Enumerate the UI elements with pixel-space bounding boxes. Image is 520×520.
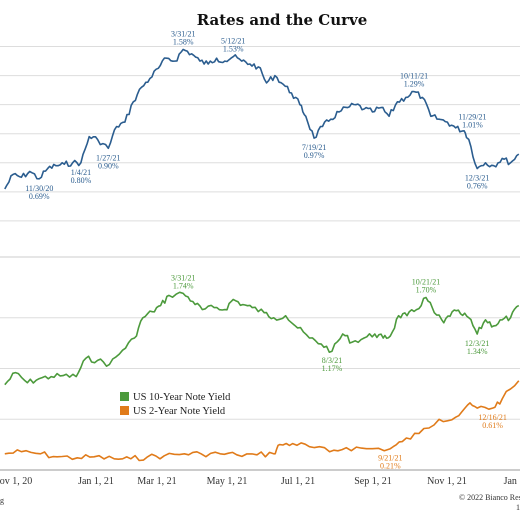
top-annotation-date: 11/29/21 xyxy=(458,112,486,121)
top-annotation-date: 7/19/21 xyxy=(302,143,326,152)
x-tick-label: Mar 1, 21 xyxy=(137,476,176,487)
top-annotation-date: 3/31/21 xyxy=(171,29,195,38)
top-annotation-date: 1/4/21 xyxy=(71,168,91,177)
ten-year-series-line xyxy=(4,291,520,386)
x-tick-label: Jul 1, 21 xyxy=(281,476,315,487)
top-annotation-value: 1.01% xyxy=(462,120,483,129)
two-year-annotation-date: 12/16/21 xyxy=(478,413,506,422)
ten-year-annotation-value: 1.70% xyxy=(416,285,437,294)
chart-title: Rates and the Curve xyxy=(197,11,368,29)
grid-lines xyxy=(0,46,520,471)
legend-label-two-year: US 2-Year Note Yield xyxy=(133,406,226,417)
two-year-annotation-value: 0.21% xyxy=(380,462,401,471)
x-axis-ticks: ov 1, 20 Jan 1, 21 Mar 1, 21 May 1, 21 Jul 1… xyxy=(0,476,520,487)
two-year-annotation-date: 9/21/21 xyxy=(378,454,402,463)
annotations: 11/30/200.69% 1/4/210.80% 1/27/210.90% 3/31… xyxy=(25,29,507,470)
x-tick-label: Jan 1, 21 xyxy=(78,476,114,487)
ten-year-annotation-date: 10/21/21 xyxy=(412,277,440,286)
top-annotation-value: 1.53% xyxy=(223,45,244,54)
legend-swatch-two-year xyxy=(120,406,129,415)
two-year-annotation-value: 0.61% xyxy=(482,421,503,430)
top-annotation-date: 10/11/21 xyxy=(400,72,428,81)
top-series-line xyxy=(4,48,520,190)
top-annotation-value: 1.29% xyxy=(404,80,425,89)
top-annotation-value: 1.58% xyxy=(173,37,194,46)
credit-subtext: 1 xyxy=(516,503,520,512)
top-annotation-value: 0.90% xyxy=(98,161,119,170)
ten-year-annotation-date: 12/3/21 xyxy=(465,339,489,348)
x-tick-label: May 1, 21 xyxy=(207,476,248,487)
x-tick-label: ov 1, 20 xyxy=(0,476,32,487)
legend-swatch-ten-year xyxy=(120,392,129,401)
top-annotation-value: 0.69% xyxy=(29,192,50,201)
x-tick-label: Nov 1, 21 xyxy=(427,476,467,487)
credit-text: © 2022 Bianco Res xyxy=(459,493,520,502)
top-annotation-value: 0.97% xyxy=(304,151,325,160)
ten-year-line-path xyxy=(4,291,520,386)
top-annotation-date: 12/3/21 xyxy=(465,174,489,183)
top-annotation-value: 0.76% xyxy=(467,182,488,191)
top-annotation-date: 5/12/21 xyxy=(221,37,245,46)
two-year-line-path xyxy=(4,380,520,462)
top-annotation-date: 1/27/21 xyxy=(96,153,120,162)
ten-year-annotation-date: 3/31/21 xyxy=(171,273,195,282)
ten-year-annotation-date: 8/3/21 xyxy=(322,356,342,365)
top-annotation-value: 0.80% xyxy=(71,176,92,185)
two-year-series-line xyxy=(4,380,520,462)
top-annotation-date: 11/30/20 xyxy=(25,184,53,193)
top-line-path xyxy=(4,48,520,190)
x-tick-label: Jan 1 xyxy=(504,476,520,487)
ten-year-annotation-value: 1.74% xyxy=(173,281,194,290)
left-edge-fragment: g xyxy=(0,496,4,505)
legend-label-ten-year: US 10-Year Note Yield xyxy=(133,392,231,403)
ten-year-annotation-value: 1.17% xyxy=(322,364,343,373)
ten-year-annotation-value: 1.34% xyxy=(467,347,488,356)
legend: US 10-Year Note Yield US 2-Year Note Yie… xyxy=(120,392,231,417)
x-tick-label: Sep 1, 21 xyxy=(354,476,392,487)
